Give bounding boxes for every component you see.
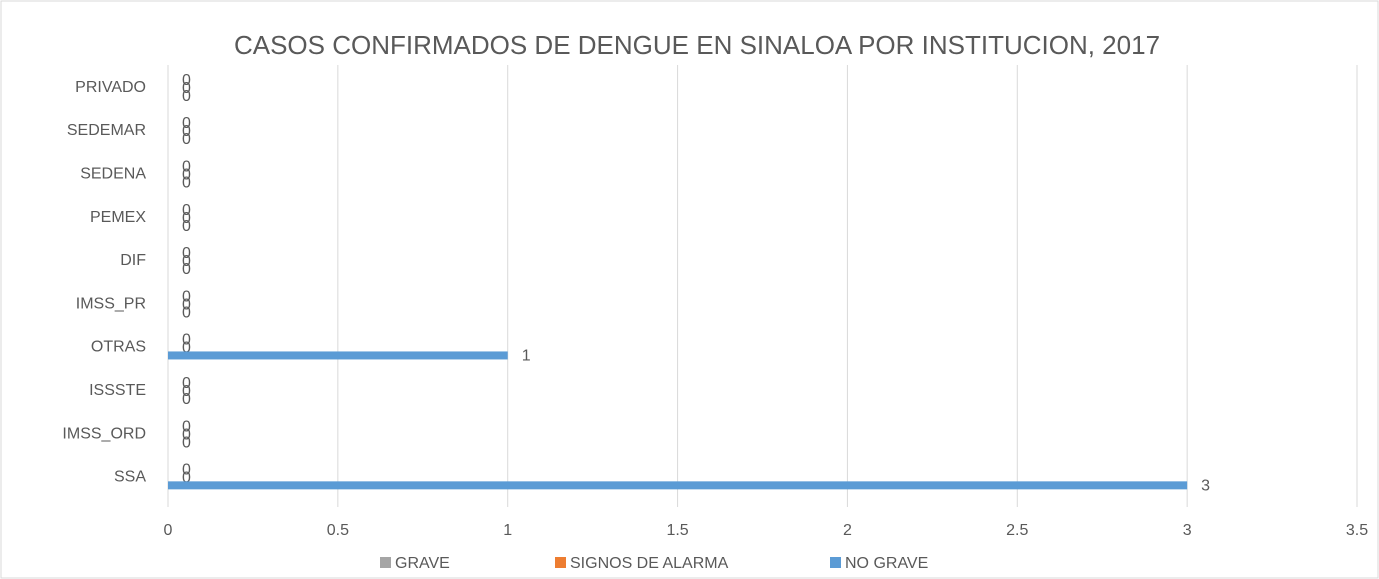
data-label: 0 — [182, 470, 191, 487]
legend-label: GRAVE — [395, 555, 450, 572]
data-label: 0 — [182, 131, 191, 148]
data-label: 0 — [182, 245, 191, 262]
data-label: 3 — [1201, 478, 1210, 495]
x-tick-label: 3 — [1183, 522, 1192, 539]
chart-title: CASOS CONFIRMADOS DE DENGUE EN SINALOA P… — [234, 30, 1160, 60]
x-tick-label: 0.5 — [327, 522, 349, 539]
data-label: 0 — [182, 462, 191, 479]
legend-swatch — [380, 557, 391, 568]
data-label: 0 — [182, 88, 191, 105]
bar — [168, 351, 508, 360]
data-label: 0 — [182, 375, 191, 392]
x-tick-label: 0 — [164, 522, 173, 539]
legend-label: SIGNOS DE ALARMA — [570, 555, 729, 572]
x-tick-label: 1 — [503, 522, 512, 539]
x-tick-label: 1.5 — [666, 522, 688, 539]
x-tick-label: 2 — [843, 522, 852, 539]
legend-label: NO GRAVE — [845, 555, 928, 572]
data-label: 0 — [182, 261, 191, 278]
data-label: 0 — [182, 218, 191, 235]
legend-swatch — [830, 557, 841, 568]
data-label: 0 — [182, 418, 191, 435]
data-label: 0 — [182, 123, 191, 140]
y-tick-label: SEDENA — [80, 165, 146, 182]
data-label: 0 — [182, 296, 191, 313]
data-label: 0 — [182, 332, 191, 349]
data-label: 0 — [182, 288, 191, 305]
data-label: 0 — [182, 210, 191, 227]
data-label: 0 — [182, 72, 191, 89]
data-label: 0 — [182, 158, 191, 175]
data-label: 0 — [182, 426, 191, 443]
legend-swatch — [555, 557, 566, 568]
bar — [168, 481, 1188, 490]
data-label: 0 — [182, 383, 191, 400]
y-tick-label: IMSS_ORD — [62, 425, 146, 442]
y-tick-label: PRIVADO — [75, 79, 146, 96]
y-tick-label: IMSS_PR — [76, 295, 146, 312]
data-label: 0 — [182, 434, 191, 451]
y-tick-label: PEMEX — [90, 209, 146, 226]
data-label: 0 — [182, 391, 191, 408]
data-label: 0 — [182, 304, 191, 321]
y-tick-label: ISSSTE — [89, 382, 146, 399]
data-label: 0 — [182, 115, 191, 132]
data-label: 0 — [182, 202, 191, 219]
y-tick-label: DIF — [120, 252, 146, 269]
data-label: 1 — [522, 348, 531, 365]
x-tick-label: 2.5 — [1006, 522, 1028, 539]
y-tick-label: SEDEMAR — [67, 122, 146, 139]
data-label: 0 — [182, 253, 191, 270]
data-label: 0 — [182, 80, 191, 97]
data-label: 0 — [182, 340, 191, 357]
data-label: 0 — [182, 174, 191, 191]
x-tick-label: 3.5 — [1346, 522, 1368, 539]
y-tick-label: OTRAS — [91, 339, 146, 356]
y-tick-label: SSA — [114, 469, 146, 486]
data-label: 0 — [182, 166, 191, 183]
